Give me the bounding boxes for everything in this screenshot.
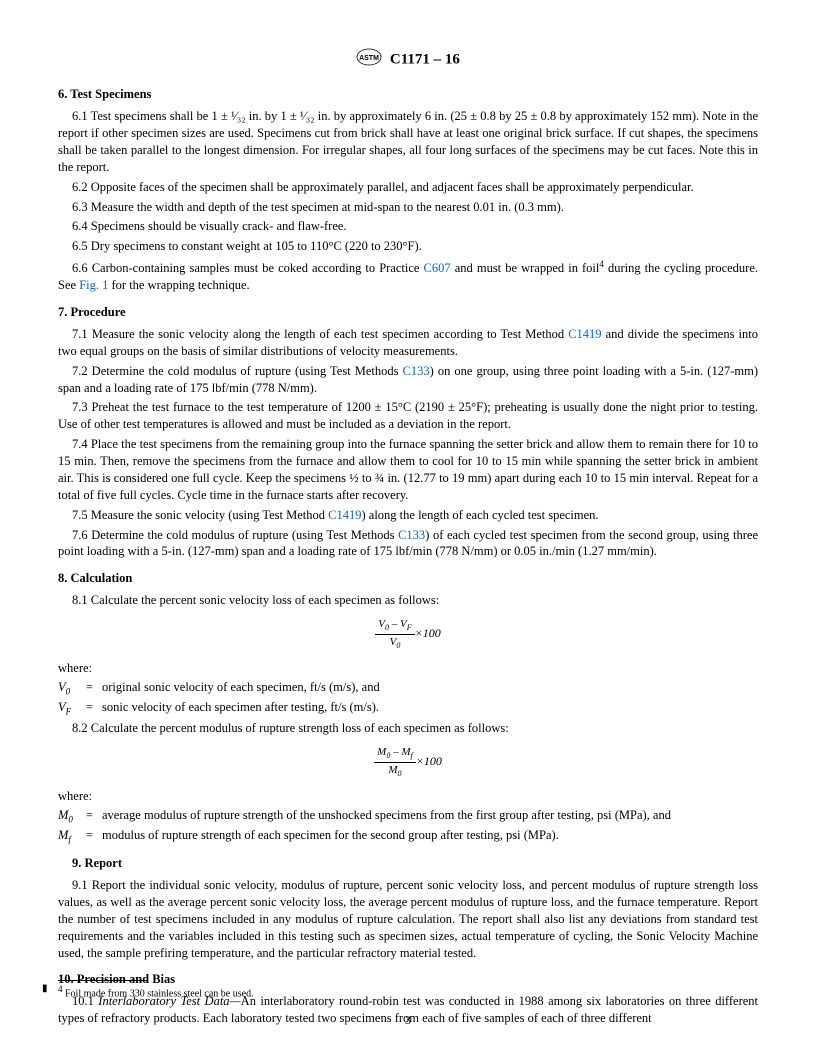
document-header: ASTM C1171 – 16 — [58, 48, 758, 72]
para-6-1: 6.1 Test specimens shall be 1 ± ¹⁄₃₂ in.… — [58, 108, 758, 176]
para-7-3: 7.3 Preheat the test furnace to the test… — [58, 399, 758, 433]
para-6-2: 6.2 Opposite faces of the specimen shall… — [58, 179, 758, 196]
ref-fig1[interactable]: Fig. 1 — [79, 278, 108, 292]
var-vf: VF=sonic velocity of each specimen after… — [58, 699, 758, 718]
para-7-6: 7.6 Determine the cold modulus of ruptur… — [58, 527, 758, 561]
para-9-1: 9.1 Report the individual sonic velocity… — [58, 877, 758, 961]
ref-c1419-2[interactable]: C1419 — [328, 508, 361, 522]
para-6-4: 6.4 Specimens should be visually crack- … — [58, 218, 758, 235]
para-7-4: 7.4 Place the test specimens from the re… — [58, 436, 758, 504]
page-number: 3 — [0, 1012, 816, 1028]
formula-1: V0 – VFV0×100 — [58, 617, 758, 652]
var-v0: V0=original sonic velocity of each speci… — [58, 679, 758, 698]
where-2: where: — [58, 788, 758, 805]
para-6-5: 6.5 Dry specimens to constant weight at … — [58, 238, 758, 255]
svg-text:ASTM: ASTM — [359, 55, 379, 62]
para-7-2: 7.2 Determine the cold modulus of ruptur… — [58, 363, 758, 397]
footnote-area: ▮ 4 Foil made from 330 stainless steel c… — [58, 980, 758, 1001]
para-7-5: 7.5 Measure the sonic velocity (using Te… — [58, 507, 758, 524]
section-6-heading: 6. Test Specimens — [58, 86, 758, 103]
section-7-heading: 7. Procedure — [58, 304, 758, 321]
section-8-heading: 8. Calculation — [58, 570, 758, 587]
ref-c133-1[interactable]: C133 — [403, 364, 430, 378]
where-1: where: — [58, 660, 758, 677]
para-7-1: 7.1 Measure the sonic velocity along the… — [58, 326, 758, 360]
ref-c607[interactable]: C607 — [424, 261, 451, 275]
para-8-1: 8.1 Calculate the percent sonic velocity… — [58, 592, 758, 609]
ref-c133-2[interactable]: C133 — [398, 528, 425, 542]
edit-mark-icon: ▮ — [42, 982, 48, 996]
doc-id: C1171 – 16 — [390, 52, 460, 68]
ref-c1419-1[interactable]: C1419 — [568, 327, 601, 341]
footnote-4: 4 Foil made from 330 stainless steel can… — [58, 983, 758, 1001]
formula-2: M0 – MfM0×100 — [58, 745, 758, 780]
section-9-heading: 9. Report — [72, 855, 758, 872]
var-m0: M0=average modulus of rupture strength o… — [58, 807, 758, 826]
para-6-6: 6.6 Carbon-containing samples must be co… — [58, 258, 758, 294]
var-mf: Mf=modulus of rupture strength of each s… — [58, 827, 758, 846]
astm-logo: ASTM — [356, 48, 382, 72]
para-8-2: 8.2 Calculate the percent modulus of rup… — [58, 720, 758, 737]
para-6-3: 6.3 Measure the width and depth of the t… — [58, 199, 758, 216]
